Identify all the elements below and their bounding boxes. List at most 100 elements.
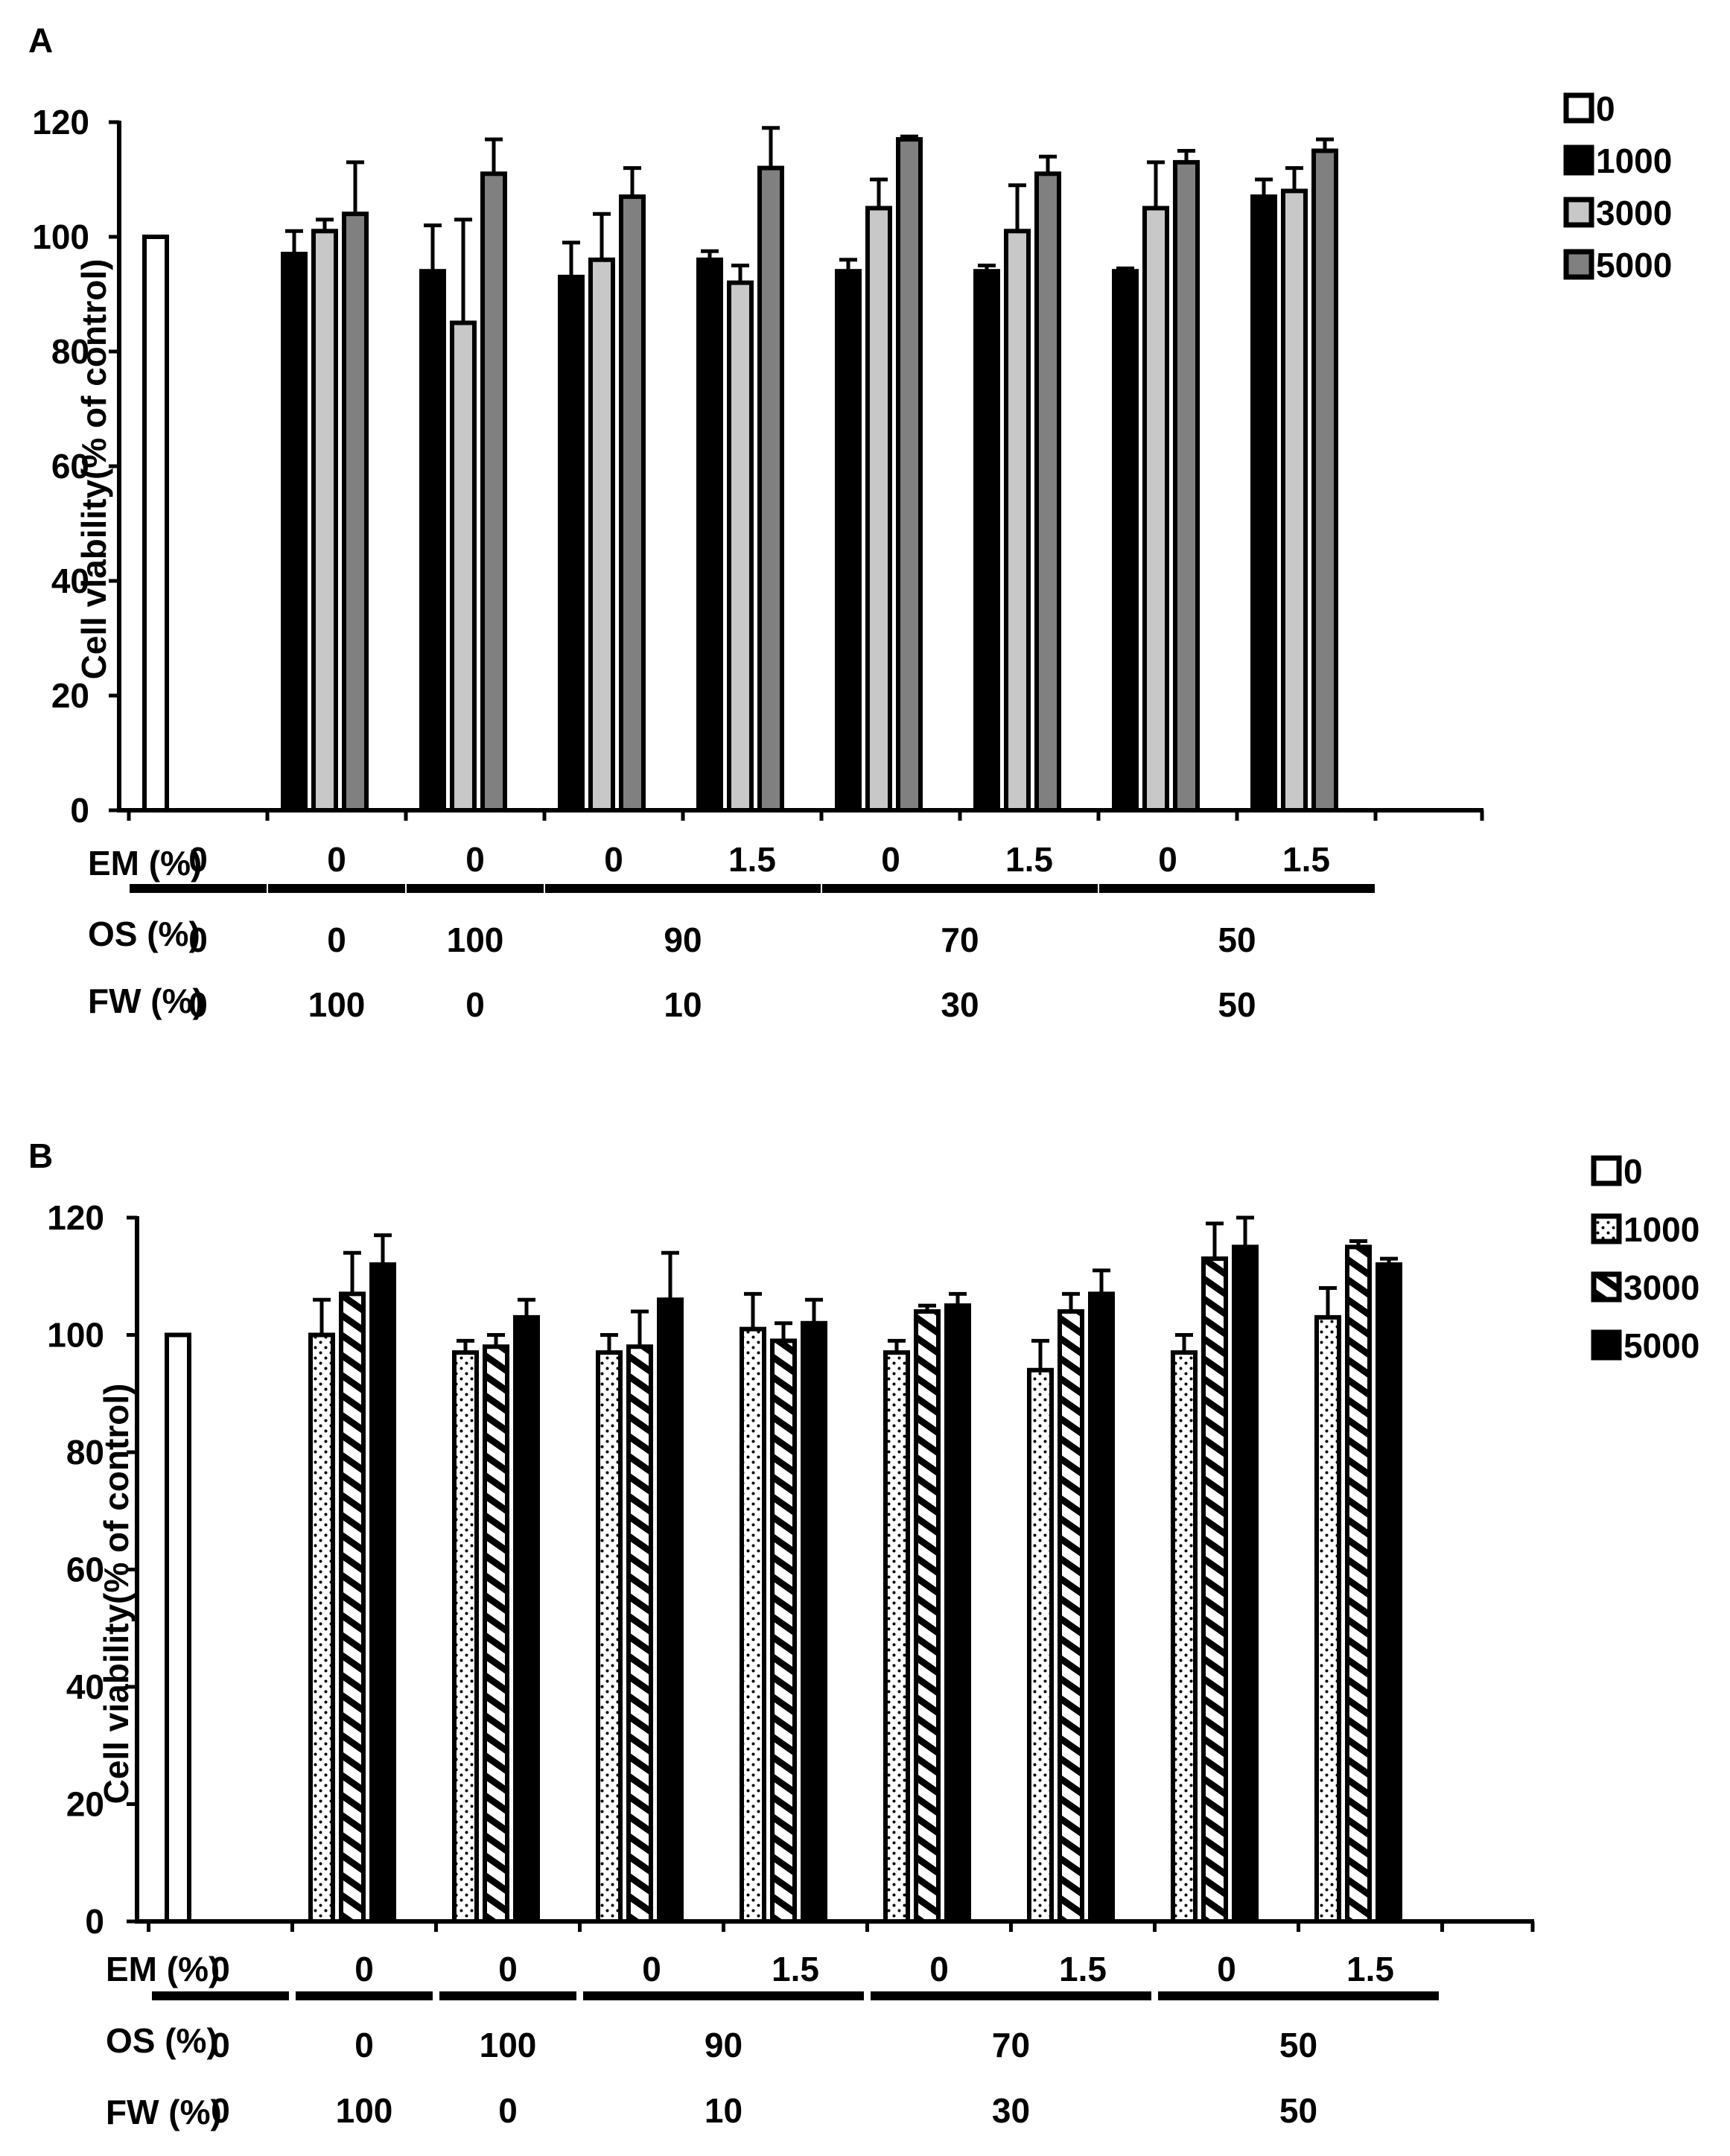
y-tick-label: 60 (51, 447, 89, 486)
bar-3000-cat-7 (1201, 1256, 1228, 1924)
bar-3000-cat-3 (588, 257, 615, 813)
em-value: 0 (1158, 840, 1177, 879)
panel-b-letter: B (28, 1136, 53, 1175)
bar-5000-cat-4 (757, 165, 784, 813)
em-value: 0 (354, 1950, 374, 1988)
os-value: 0 (354, 2026, 374, 2064)
legend-label-5000: 5000 (1624, 1326, 1699, 1365)
bar-1000-cat-6 (1027, 1367, 1054, 1924)
bar-3000-cat-5 (865, 206, 892, 813)
bar-3000-cat-4 (770, 1338, 797, 1924)
os-value: 100 (480, 2026, 537, 2064)
os-value: 0 (327, 920, 346, 959)
em-value: 1.5 (772, 1950, 819, 1988)
legend-swatch-0 (1563, 92, 1594, 124)
bar-1000-cat-1 (308, 1332, 335, 1924)
bar-3000-cat-1 (339, 1291, 366, 1924)
bar-5000-cat-8 (1311, 148, 1338, 813)
bar-5000-cat-2 (480, 171, 507, 813)
bar-5000-cat-3 (657, 1297, 684, 1924)
os-value: 100 (447, 920, 504, 959)
panel-b-category-rows: 0 0 0 0 1.5 0 1.5 0 1.5 0 0 100 90 70 50 0 100 0 10 30 50 (152, 1950, 1439, 2130)
panel-a-bars (142, 126, 1338, 813)
bar-1000-cat-7 (1112, 269, 1139, 813)
bar-5000-cat-5 (944, 1303, 971, 1924)
bar-3000-cat-8 (1281, 188, 1308, 813)
bar-3000-cat-6 (1004, 229, 1031, 813)
em-value: 1.5 (1282, 840, 1330, 879)
bar-3000-cat-4 (727, 280, 754, 813)
em-value: 0 (327, 840, 346, 879)
legend-label-3000: 3000 (1624, 1268, 1699, 1307)
bar-0-cat-0 (142, 235, 169, 813)
y-tick-label: 120 (47, 1198, 104, 1237)
y-tick-label: 40 (66, 1667, 104, 1706)
bar-0-cat-0 (165, 1332, 191, 1924)
fw-value: 10 (705, 2091, 742, 2130)
fw-value: 10 (664, 985, 702, 1024)
bar-3000-cat-6 (1058, 1309, 1084, 1924)
os-value: 50 (1218, 920, 1256, 959)
bar-1000-cat-5 (835, 269, 862, 813)
bar-5000-cat-6 (1088, 1291, 1115, 1924)
panel-a-letter: A (28, 21, 53, 60)
legend-label-0: 0 (1596, 89, 1615, 128)
em-value: 0 (465, 840, 485, 879)
bar-3000-cat-2 (483, 1344, 509, 1924)
bar-1000-cat-8 (1314, 1314, 1341, 1924)
bar-3000-cat-7 (1142, 206, 1169, 813)
y-tick-label: 120 (32, 103, 89, 141)
fw-value: 100 (308, 985, 366, 1024)
bar-3000-cat-1 (311, 229, 338, 813)
bar-1000-cat-2 (419, 269, 446, 813)
fw-value: 0 (188, 985, 208, 1024)
legend-swatch-1000 (1563, 144, 1594, 176)
legend-label-5000: 5000 (1596, 246, 1672, 284)
y-tick-label: 20 (51, 676, 89, 715)
panel-b-os-label: OS (%) (106, 2021, 218, 2060)
bar-1000-cat-1 (281, 252, 308, 813)
os-value: 90 (664, 920, 702, 959)
bar-1000-cat-5 (883, 1350, 910, 1924)
legend-swatch-3000 (1591, 1271, 1622, 1303)
bar-1000-cat-6 (973, 269, 1000, 813)
bar-3000-cat-5 (914, 1309, 941, 1924)
y-tick-label: 20 (66, 1785, 104, 1824)
em-value: 1.5 (1059, 1950, 1107, 1988)
em-value: 1.5 (1005, 840, 1053, 879)
fw-value: 100 (336, 2091, 393, 2130)
legend-swatch-1000 (1591, 1213, 1622, 1244)
bar-1000-cat-2 (452, 1350, 479, 1924)
bar-1000-cat-3 (558, 274, 585, 813)
legend-swatch-0 (1591, 1155, 1622, 1186)
bar-5000-cat-1 (342, 212, 369, 813)
bar-5000-cat-8 (1376, 1262, 1402, 1924)
bar-5000-cat-5 (896, 137, 923, 813)
y-tick-label: 80 (51, 332, 89, 371)
fw-value: 30 (941, 985, 979, 1024)
y-tick-label: 0 (85, 1902, 104, 1941)
em-value: 1.5 (728, 840, 776, 879)
em-value: 0 (881, 840, 900, 879)
legend-swatch-3000 (1563, 197, 1594, 228)
os-value: 0 (188, 920, 208, 959)
panel-b-bars (165, 1215, 1402, 1924)
y-tick-label: 100 (32, 217, 89, 256)
bar-5000-cat-4 (801, 1320, 827, 1924)
fw-value: 50 (1218, 985, 1256, 1024)
bar-3000-cat-2 (450, 320, 477, 813)
bar-1000-cat-4 (740, 1326, 766, 1924)
em-value: 0 (642, 1950, 661, 1988)
fw-value: 50 (1279, 2091, 1317, 2130)
panel-b-em-label: EM (%) (106, 1950, 220, 1988)
panel-a-fw-label: FW (%) (88, 982, 204, 1020)
bar-5000-cat-7 (1232, 1244, 1259, 1924)
bar-5000-cat-1 (369, 1262, 396, 1924)
os-value: 0 (211, 2026, 230, 2064)
legend-label-3000: 3000 (1596, 194, 1672, 232)
bar-5000-cat-7 (1173, 159, 1200, 813)
panel-b-legend: 0 1000 3000 5000 (1591, 1152, 1699, 1365)
panel-a-em-label: EM (%) (88, 844, 202, 883)
